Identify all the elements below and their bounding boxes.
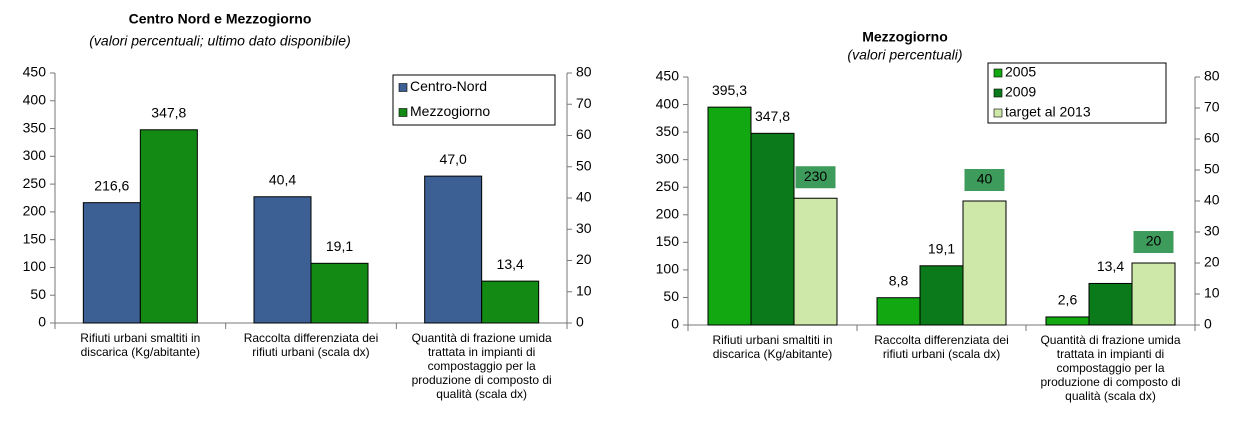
y-tick-label: 450	[656, 68, 680, 84]
y-tick-label: 400	[23, 91, 47, 107]
value-label-box	[964, 169, 1005, 191]
y-tick-label: 100	[656, 261, 680, 277]
value-label: 40,4	[269, 171, 296, 187]
value-label: 216,6	[94, 177, 129, 193]
y2-tick-label: 10	[1204, 285, 1220, 301]
bar	[310, 262, 369, 324]
y2-tick-label: 60	[1204, 130, 1220, 146]
legend-label: 2009	[1005, 84, 1036, 100]
bar	[1045, 316, 1090, 326]
bar	[750, 132, 795, 326]
y2-tick-label: 80	[1204, 68, 1220, 84]
y-tick-label: 350	[23, 119, 47, 135]
y-tick-label: 450	[23, 64, 47, 80]
y-tick-label: 100	[23, 258, 47, 274]
value-label: 19,1	[326, 238, 353, 254]
y2-tick-label: 60	[576, 126, 592, 142]
y2-tick-label: 50	[576, 157, 592, 173]
legend-swatch	[993, 68, 1003, 78]
y2-tick-label: 20	[576, 251, 592, 267]
bar	[707, 106, 752, 326]
y2-tick-label: 30	[1204, 223, 1220, 239]
bar	[876, 297, 921, 326]
value-label: 13,4	[1097, 258, 1124, 274]
legend-swatch	[398, 108, 408, 117]
bar	[253, 196, 312, 324]
x-tick-label: Rifiuti urbani smaltiti in discarica (Kg…	[712, 333, 833, 361]
value-label-box	[1133, 231, 1174, 253]
bar	[82, 202, 141, 324]
y-tick-label: 0	[38, 314, 46, 330]
y-tick-label: 0	[671, 316, 679, 332]
chart-title: Centro Nord e Mezzogiorno	[129, 11, 312, 27]
y-tick-label: 200	[23, 203, 47, 219]
bar	[139, 129, 198, 324]
y-tick-label: 50	[663, 288, 679, 304]
y-tick-label: 150	[656, 233, 680, 249]
value-label: 40	[977, 171, 993, 187]
y2-tick-label: 70	[1204, 99, 1220, 115]
chart-subtitle: (valori percentuali)	[847, 47, 962, 63]
y2-tick-label: 80	[576, 64, 592, 80]
y2-tick-label: 20	[1204, 254, 1220, 270]
value-label-box	[795, 166, 836, 189]
x-tick-label: Raccolta differenziata dei rifiuti urban…	[243, 331, 379, 359]
y2-tick-label: 10	[576, 282, 592, 298]
value-label: 347,8	[755, 108, 790, 124]
y2-tick-label: 50	[1204, 161, 1220, 177]
value-label: 395,3	[712, 82, 747, 98]
legend-box	[987, 62, 1167, 124]
legend-swatch	[993, 108, 1003, 118]
legend-label: Centro-Nord	[410, 78, 487, 94]
value-label: 19,1	[928, 240, 955, 256]
legend-label: target al 2013	[1005, 104, 1091, 120]
legend-swatch	[993, 88, 1003, 98]
y2-tick-label: 0	[1204, 316, 1212, 332]
y-tick-label: 350	[656, 123, 680, 139]
y-tick-label: 400	[656, 95, 680, 111]
y2-tick-label: 30	[576, 220, 592, 236]
bar	[1088, 282, 1133, 326]
x-tick-label: Quantità di frazione umida trattata in i…	[411, 331, 552, 401]
value-label: 230	[804, 168, 828, 184]
y2-tick-label: 0	[576, 314, 584, 330]
y2-tick-label: 70	[576, 95, 592, 111]
chart-subtitle: (valori percentuali; ultimo dato disponi…	[89, 33, 350, 49]
bar	[793, 197, 838, 326]
value-label: 2,6	[1058, 292, 1078, 308]
bar	[919, 265, 964, 326]
y2-tick-label: 40	[1204, 192, 1220, 208]
y-tick-label: 300	[23, 147, 47, 163]
y-tick-label: 250	[23, 175, 47, 191]
value-label: 47,0	[440, 151, 467, 167]
y2-tick-label: 40	[576, 189, 592, 205]
legend-label: 2005	[1005, 64, 1036, 80]
chart-title: Mezzogiorno	[862, 29, 948, 45]
legend-swatch	[398, 83, 408, 92]
y-tick-label: 50	[30, 286, 46, 302]
bar	[424, 175, 483, 324]
x-tick-label: Rifiuti urbani smaltiti in discarica (Kg…	[80, 331, 201, 359]
value-label: 20	[1146, 233, 1162, 249]
legend-box	[392, 74, 556, 126]
value-label: 8,8	[889, 272, 909, 288]
y-tick-label: 250	[656, 178, 680, 194]
bar	[481, 280, 540, 324]
legend-label: Mezzogiorno	[410, 103, 490, 119]
y-tick-label: 200	[656, 205, 680, 221]
y-tick-label: 150	[23, 230, 47, 246]
x-tick-label: Raccolta differenziata dei rifiuti urban…	[874, 333, 1009, 361]
bar	[1131, 262, 1176, 326]
x-tick-label: Quantità di frazione umida trattata in i…	[1040, 333, 1181, 403]
y-tick-label: 300	[656, 150, 680, 166]
bar	[962, 200, 1007, 326]
value-label: 347,8	[151, 104, 186, 120]
value-label: 13,4	[497, 256, 524, 272]
